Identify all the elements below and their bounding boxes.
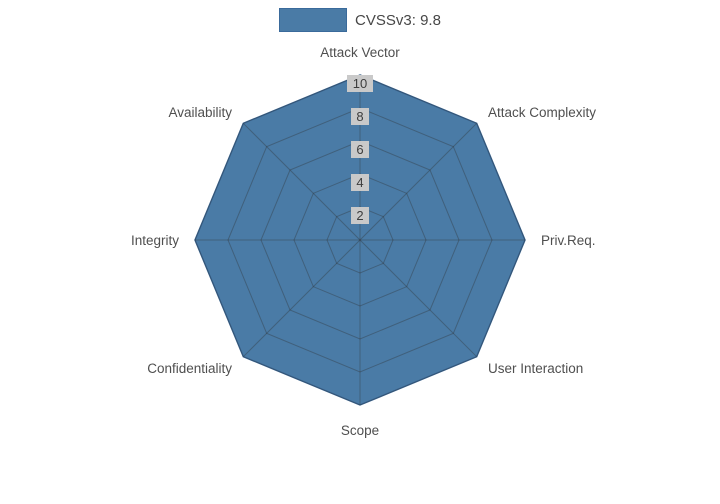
axis-label-confidentiality: Confidentiality — [147, 361, 232, 376]
legend-label: CVSSv3: 9.8 — [355, 11, 441, 29]
axis-label-attack-complexity: Attack Complexity — [488, 105, 596, 120]
legend-swatch — [279, 8, 348, 32]
tick-label-10: 10 — [353, 76, 367, 91]
axis-label-attack-vector: Attack Vector — [320, 45, 400, 60]
grid-ring-2 — [326, 206, 394, 274]
grid-spoke-user-interaction — [359, 239, 478, 358]
axis-label-availability: Availability — [168, 105, 232, 120]
axis-label-priv-req: Priv.Req. — [541, 233, 596, 248]
axis-label-integrity: Integrity — [131, 233, 179, 248]
grid-ring-10 — [194, 74, 526, 406]
grid-ring-6 — [260, 140, 460, 340]
grid-spoke-availability — [242, 122, 361, 241]
grid-ring-8 — [227, 107, 493, 373]
axis-label-scope: Scope — [341, 423, 379, 438]
grid-spoke-attack-complexity — [359, 122, 478, 241]
tick-label-2: 2 — [356, 208, 363, 223]
tick-label-8: 8 — [356, 109, 363, 124]
tick-box-6 — [351, 141, 369, 158]
chart-legend: CVSSv3: 9.8 — [0, 8, 720, 32]
series-polygon — [194, 74, 526, 406]
tick-box-10 — [347, 75, 373, 92]
tick-box-4 — [351, 174, 369, 191]
tick-box-2 — [351, 207, 369, 224]
grid-ring-4 — [293, 173, 427, 307]
axis-label-user-interaction: User Interaction — [488, 361, 583, 376]
grid-spoke-confidentiality — [242, 239, 361, 358]
tick-label-6: 6 — [356, 142, 363, 157]
tick-label-4: 4 — [356, 175, 363, 190]
tick-box-8 — [351, 108, 369, 125]
